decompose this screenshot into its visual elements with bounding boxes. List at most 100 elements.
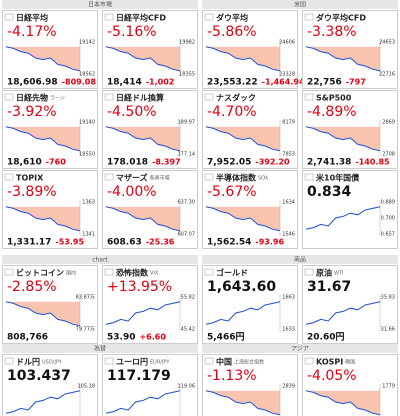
scale-label: 19982 — [179, 40, 195, 46]
flag-icon — [304, 173, 314, 181]
scale-label: 1663 — [282, 295, 295, 301]
tile[interactable]: ダウ平均CFD-3.38% 24653 22716 22,756 -797 — [302, 10, 398, 89]
scale-label: 1779 — [382, 384, 395, 390]
tile-name: 原油 — [316, 268, 332, 278]
tile-sub: 韓国 — [345, 359, 355, 366]
tile[interactable]: 原油 WTI 31.67 35.83 31.66 20.60円 — [302, 265, 398, 344]
tile-frame — [302, 170, 398, 249]
tile[interactable]: KOSPI 韓国 -4.05% 1779 — [302, 354, 398, 416]
tile-sub: EUR/JPY — [150, 360, 170, 366]
section-header — [2, 255, 198, 264]
change: -4.05% — [307, 368, 357, 384]
tile-name: ダウ平均 — [216, 13, 248, 23]
tile[interactable]: 日経ドル換算-4.50% 189.97 177.14 178.018 -8.397 — [102, 90, 198, 169]
tile[interactable]: 日経先物 ラージ -3.92% 19140 18550 18,610 -760 — [2, 90, 98, 169]
flag-icon — [104, 93, 114, 101]
scale-label: 2708 — [382, 152, 395, 158]
sparkline — [205, 46, 281, 72]
quote: 1,643.60 — [207, 279, 276, 295]
change: -5.67% — [207, 184, 257, 200]
diff: -1,002 — [146, 78, 175, 87]
tile-name: 中国 — [216, 357, 232, 367]
price: 178.018 — [107, 158, 148, 168]
tile-name: ナスダック — [216, 93, 256, 103]
tile-name: ダウ平均CFD — [316, 13, 366, 23]
flag-icon — [104, 13, 114, 21]
tile-name: 日経ドル換算 — [116, 93, 164, 103]
scale-label: 83.87万 — [76, 295, 95, 301]
diff: -140.85 — [355, 158, 390, 167]
tile[interactable]: 中国 上海総合指数 -1.13% 2839 — [202, 354, 298, 416]
section-title: 米国 — [294, 1, 306, 9]
tile-sub: ラージ — [50, 96, 65, 102]
change: -3.89% — [7, 184, 57, 200]
flag-icon — [104, 357, 114, 365]
flag-icon — [4, 13, 14, 21]
flag-icon — [204, 357, 214, 365]
quote: 103.437 — [7, 368, 71, 384]
sparkline — [305, 301, 381, 325]
flag-icon — [4, 357, 14, 365]
price: 23,553.22 — [207, 78, 258, 88]
sparkline — [5, 206, 81, 232]
change: -2.85% — [7, 279, 57, 295]
scale-label: 19142 — [79, 40, 95, 46]
price: 608.63 — [107, 238, 142, 248]
diff: -797 — [346, 78, 366, 87]
scale-label: 18562 — [79, 72, 95, 78]
scale-label: 2869 — [382, 120, 395, 126]
scale-label: 1341 — [82, 232, 95, 238]
tile[interactable]: S&P500-4.89% 2869 2708 2,741.38 -140.85 — [302, 90, 398, 169]
flag-icon — [204, 93, 214, 101]
scale-label: 1634 — [282, 200, 295, 206]
scale-label: 0.889 — [381, 200, 395, 206]
tile[interactable]: ナスダック-4.70% 8179 7853 7,952.05 -392.20 — [202, 90, 298, 169]
scale-label: 22716 — [379, 72, 395, 78]
flag-icon — [204, 13, 214, 21]
tile-sub: SOX — [258, 176, 269, 182]
sparkline — [205, 126, 281, 152]
tile-name: KOSPI — [316, 358, 343, 367]
scale-label: 8179 — [282, 120, 295, 126]
tile[interactable]: 半導体指数 SOX-5.67% 1634 1546 1,562.54 -93.96 — [202, 170, 298, 249]
tile-sub: USD/JPY — [42, 360, 63, 366]
flag-icon — [304, 268, 314, 276]
tile-frame — [202, 265, 298, 344]
tile[interactable]: TOPIX-3.89% 1363 1341 1,331.17 -53.95 — [2, 170, 98, 249]
price: 53.90 — [107, 333, 135, 343]
tile[interactable]: ユーロ円 EUR/JPY 117.179 119.06 — [102, 354, 198, 416]
diff: -25.36 — [146, 238, 175, 247]
tile-frame — [302, 354, 398, 416]
scale-label: 18550 — [79, 152, 95, 158]
change: -3.92% — [7, 104, 57, 120]
tile[interactable]: 日経平均CFD-5.16% 19982 18355 18,414 -1,002 — [102, 10, 198, 89]
scale-label: 24606 — [279, 40, 295, 46]
tile[interactable]: マザーズ 新興市場 -4.00% 637.30 607.07 608.63 -25.36 — [102, 170, 198, 249]
tile[interactable]: ドル円 USD/JPY 103.437 105.18 — [2, 354, 98, 416]
quote: 0.834 — [307, 184, 352, 200]
flag-icon — [304, 93, 314, 101]
tile-name: 日経平均CFD — [116, 13, 166, 23]
diff: -760 — [46, 158, 66, 167]
diff: -93.96 — [255, 238, 284, 247]
flag-icon — [4, 173, 14, 181]
scale-label: 24653 — [379, 40, 395, 46]
section-title: 日本市場 — [88, 1, 112, 9]
sparkline — [205, 390, 281, 416]
price: 1,562.54 — [207, 238, 251, 248]
sparkline — [305, 46, 381, 72]
tile[interactable]: ビットコイン 国内 -2.85% 83.87万 79.77万 808,766 — [2, 265, 98, 344]
flag-icon — [104, 268, 114, 276]
tile[interactable]: ダウ平均-5.86% 24606 23328 23,553.22 -1,464.94 — [202, 10, 305, 89]
diff: -392.20 — [255, 158, 290, 167]
scale-label: 35.83 — [381, 295, 395, 301]
tile[interactable]: 日経平均-4.17% 19142 18562 18,606.98 -809.08 — [2, 10, 98, 89]
flag-icon — [204, 268, 214, 276]
change: -4.50% — [107, 104, 157, 120]
tile[interactable]: 恐怖指数 VIX +13.95% 55.82 45.42 53.90 +6.60 — [102, 265, 198, 344]
diff: -8.397 — [152, 158, 181, 167]
scale-label: 45.42 — [181, 327, 195, 333]
scale-label: 177.14 — [178, 152, 196, 158]
